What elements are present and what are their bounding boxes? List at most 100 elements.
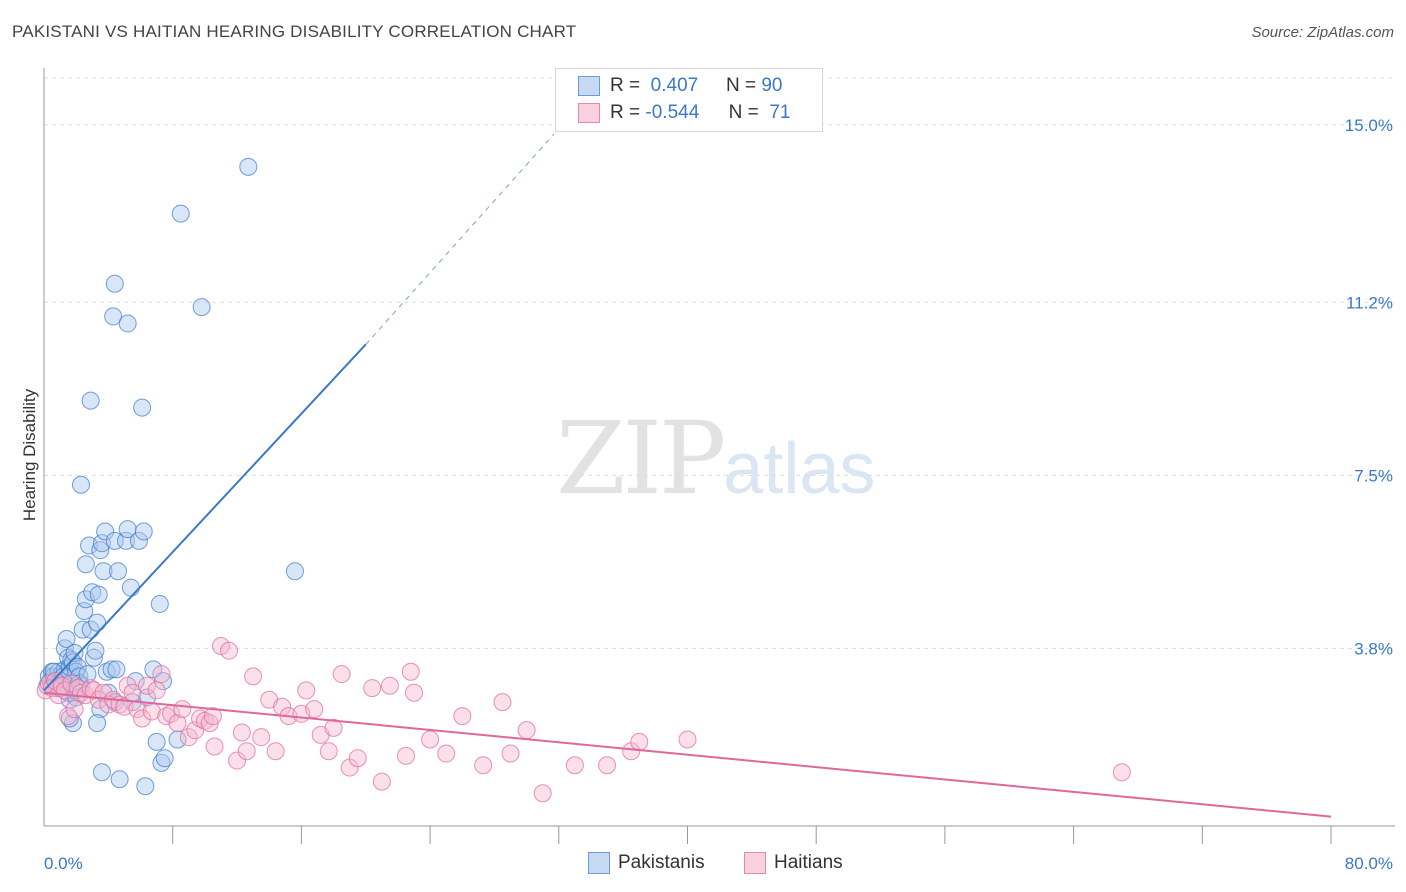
pakistani-point (75, 601, 94, 620)
haitian-point (203, 707, 222, 726)
haitian-point (152, 665, 171, 684)
y-tick-label: 11.2% (1346, 293, 1393, 312)
pakistani-point (92, 763, 111, 782)
pakistani-point (285, 562, 304, 581)
haitian-point (324, 718, 343, 737)
pakistani-point (105, 274, 124, 293)
legend-n-label: N = (728, 102, 759, 123)
y-tick-label: 3.8% (1354, 639, 1393, 658)
haitian-point (348, 749, 367, 768)
haitian-point (474, 756, 493, 775)
haitian-point (94, 683, 113, 702)
haitian-point (244, 667, 263, 686)
haitian-point (168, 714, 187, 733)
bottom-legend-pakistanis: Pakistanis (588, 852, 705, 874)
haitian-point (533, 784, 552, 803)
haitian-point (1112, 763, 1131, 782)
pakistani-point (118, 314, 137, 333)
pakistani-point (109, 562, 128, 581)
pakistani-point (110, 770, 129, 789)
pakistani-point (171, 204, 190, 223)
pakistani-point (102, 660, 121, 679)
x-tick-label: 0.0% (44, 854, 83, 873)
watermark-atlas: atlas (723, 429, 876, 509)
bottom-legend-label: Haitians (774, 852, 843, 874)
haitian-point (319, 742, 338, 761)
pakistani-point (134, 522, 153, 541)
pakistani-point (147, 732, 166, 751)
pakistani-point (88, 613, 107, 632)
legend-row-haitians: R = -0.544 N = 71 (578, 102, 790, 126)
haitian-point (232, 723, 251, 742)
haitian-point (173, 700, 192, 719)
haitian-point (252, 728, 271, 747)
bottom-legend-label: Pakistanis (618, 852, 705, 874)
haitian-point (517, 721, 536, 740)
haitian-point (228, 751, 247, 770)
pakistani-point (136, 777, 155, 796)
watermark-zip: ZIP (556, 400, 726, 517)
haitian-point (186, 721, 205, 740)
pakistani-point (81, 391, 100, 410)
legend-r-label: R = (610, 102, 641, 123)
haitian-point (437, 744, 456, 763)
haitian-point (453, 707, 472, 726)
haitian-point (363, 679, 382, 698)
haitian-point (598, 756, 617, 775)
pakistani-point (89, 585, 108, 604)
haitian-point (297, 681, 316, 700)
legend-r-value: -0.544 (645, 102, 700, 123)
x-tick-label: 80.0% (1345, 854, 1393, 873)
legend-n-value: 71 (769, 102, 791, 123)
pakistani-point (57, 630, 76, 648)
bottom-legend-swatch-blue (588, 852, 610, 874)
haitian-point (65, 700, 84, 719)
haitian-point (396, 746, 415, 765)
haitian-point (62, 674, 81, 693)
pakistani-point (86, 641, 105, 660)
haitian-point (266, 742, 285, 761)
haitian-point (405, 683, 424, 702)
pakistani-point (96, 522, 115, 541)
pakistani-point (192, 298, 211, 317)
pakistani-point (133, 398, 152, 417)
pakistani-point (118, 520, 137, 539)
chart-source: Source: ZipAtlas.com (1251, 24, 1394, 41)
haitian-point (401, 662, 420, 681)
watermark: ZIPatlas (556, 400, 875, 517)
haitian-point (305, 700, 324, 719)
haitian-point (128, 700, 147, 719)
pakistani-point (72, 475, 91, 494)
legend-row-pakistanis: R = 0.407 N = 90 (578, 75, 782, 99)
haitian-point (133, 709, 152, 728)
y-tick-label: 15.0% (1345, 116, 1393, 135)
legend-swatch-pink (578, 102, 600, 123)
y-tick-label: 7.5% (1354, 466, 1393, 485)
pakistani-point (121, 578, 140, 597)
pakistani-point (88, 714, 107, 733)
haitian-point (565, 756, 584, 775)
pakistani-trend-extension (365, 133, 555, 345)
pakistani-point (104, 307, 123, 326)
haitian-trend-line (43, 691, 1332, 818)
legend-r-label: R = (610, 75, 641, 96)
pakistani-point (107, 660, 126, 679)
haitian-point (421, 730, 440, 749)
pakistani-point (55, 639, 74, 658)
pakistani-point (81, 620, 100, 639)
bottom-legend-haitians: Haitians (744, 852, 843, 874)
pakistani-point (239, 157, 258, 176)
pakistani-point (117, 531, 136, 550)
haitian-point (372, 772, 391, 791)
pakistani-trend-line (43, 343, 367, 692)
haitian-point (237, 742, 256, 761)
haitian-point (137, 676, 156, 695)
haitian-point (220, 641, 239, 660)
pakistani-point (94, 562, 113, 581)
haitian-point (493, 693, 512, 712)
haitian-point (332, 665, 351, 684)
haitian-point (59, 707, 78, 726)
pakistani-point (168, 730, 187, 749)
haitian-point (501, 744, 520, 763)
